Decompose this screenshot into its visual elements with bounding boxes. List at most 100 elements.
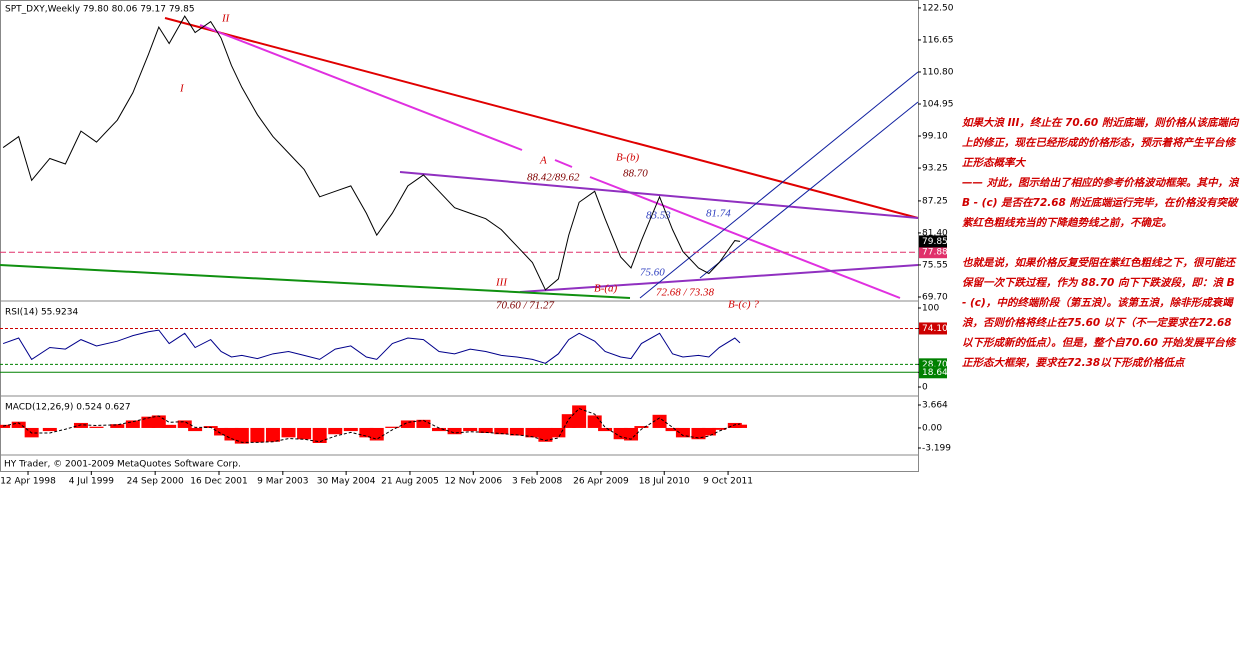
x-tick-label: 24 Sep 2000 <box>127 477 184 487</box>
x-tick-label: 16 Dec 2001 <box>190 477 248 487</box>
macd-bar <box>385 426 400 428</box>
last-price-box <box>919 235 947 248</box>
macd-title: MACD(12,26,9) 0.524 0.627 <box>5 403 131 413</box>
price-note: 88.42/89.62 <box>527 172 580 184</box>
y-tick-label: 3.664 <box>922 400 948 410</box>
macd-bar <box>634 426 649 428</box>
macd-bar <box>297 427 312 440</box>
x-tick-label: 30 May 2004 <box>317 477 376 487</box>
y-tick-label: 75.55 <box>922 260 948 270</box>
y-tick-label: 81.40 <box>922 228 948 238</box>
wave-label: A <box>539 155 547 167</box>
macd-bar <box>125 420 140 428</box>
macd-bar <box>162 424 177 428</box>
wave-label: I <box>179 83 185 95</box>
macd-bar <box>214 427 229 436</box>
price-note: 81.74 <box>706 208 731 220</box>
wave-label: II <box>221 13 231 25</box>
trend-line <box>554 159 573 168</box>
trend-line <box>164 17 919 219</box>
macd-bar <box>447 427 462 435</box>
price-label: 77.88 <box>922 248 948 258</box>
macd-bar <box>712 427 727 430</box>
trend-line <box>589 176 901 299</box>
x-tick-label: 12 Nov 2006 <box>444 477 502 487</box>
macd-bar <box>551 427 566 438</box>
price-note: 83.53 <box>646 210 671 222</box>
macd-bar <box>177 420 192 428</box>
macd-bar <box>572 405 587 428</box>
macd-bar <box>509 427 524 436</box>
y-tick-label: 69.70 <box>922 292 948 302</box>
y-tick-label: 116.65 <box>922 35 954 45</box>
macd-bar <box>234 427 249 444</box>
commentary: —— 对此，图示给出了相应的参考价格波动框架。其中，浪 B - (c) 是否在7… <box>962 177 1239 229</box>
y-tick-label: 74.10 <box>922 324 948 334</box>
plot-frame <box>0 0 919 472</box>
macd-bar <box>613 427 628 440</box>
commentary: 也就是说，如果价格反复受阻在紫红色粗线之下，很可能还保留一次下跌过程，作为 88… <box>962 257 1236 369</box>
macd-bar <box>281 427 296 438</box>
price-note: 88.70 <box>623 168 648 180</box>
macd-bar <box>328 427 343 435</box>
macd-bar <box>538 427 553 442</box>
macd-bar <box>652 414 667 428</box>
trend-line <box>199 24 523 151</box>
macd-bar <box>343 427 358 432</box>
y-tick-label: 104.95 <box>922 100 954 110</box>
price-note: 72.68 / 73.38 <box>656 287 715 299</box>
price-note: 70.60 / 71.27 <box>496 300 555 312</box>
macd-bar <box>400 420 415 428</box>
macd-bar <box>369 427 384 441</box>
y-tick-label: 18.64 <box>922 368 948 378</box>
x-tick-label: 26 Apr 2009 <box>573 477 629 487</box>
macd-bar <box>733 424 748 428</box>
y-tick-label: 122.50 <box>922 3 954 13</box>
macd-bar <box>525 427 540 438</box>
x-tick-label: 9 Oct 2011 <box>703 477 753 487</box>
macd-bar <box>432 427 447 432</box>
macd-bar <box>701 427 716 436</box>
macd-bar <box>587 415 602 428</box>
chart-title: SPT_DXY,Weekly 79.80 80.06 79.17 79.85 <box>5 5 195 15</box>
macd-bar <box>463 427 478 432</box>
channel-line <box>699 101 919 279</box>
macd-bar <box>598 427 613 432</box>
price-note: 75.60 <box>640 267 665 279</box>
annotations: II I III A B-(b) 88.42/89.62 88.70 83.53… <box>179 13 759 312</box>
series-line <box>2 329 741 364</box>
macd-bar <box>665 427 680 432</box>
x-tick-label: 3 Feb 2008 <box>512 477 563 487</box>
wave-label: B-(c) ? <box>728 299 759 311</box>
footer: HY Trader, © 2001-2009 MetaQuotes Softwa… <box>4 460 241 470</box>
macd-bar <box>250 427 265 443</box>
frame <box>0 0 919 472</box>
x-tick-label: 21 Aug 2005 <box>381 477 439 487</box>
trend-line <box>519 264 919 293</box>
y-tick-label: 110.80 <box>922 67 954 77</box>
macd-bar <box>494 427 509 435</box>
macd-bar <box>110 424 125 428</box>
y-tick-label: 99.10 <box>922 132 948 142</box>
wave-label: B-(b) <box>616 152 640 164</box>
trend-line <box>399 171 919 219</box>
y-tick-label: 0.00 <box>922 423 942 433</box>
macd-bar <box>675 427 690 438</box>
macd-bar <box>624 427 639 441</box>
macd-bar <box>416 419 431 428</box>
macd-bar <box>11 421 26 428</box>
channel-line <box>639 71 919 299</box>
level-label-box <box>919 322 947 335</box>
trend-line <box>0 264 631 299</box>
wave-label: III <box>495 277 508 289</box>
macd-bar <box>265 427 280 442</box>
rsi-title: RSI(14) 55.9234 <box>5 308 78 318</box>
y-tick-label: 87.25 <box>922 196 948 206</box>
macd-bar <box>188 427 203 432</box>
level-label-box <box>919 366 947 379</box>
drawings <box>0 17 919 299</box>
macd-bar <box>141 416 156 428</box>
macd-bar <box>359 427 374 438</box>
